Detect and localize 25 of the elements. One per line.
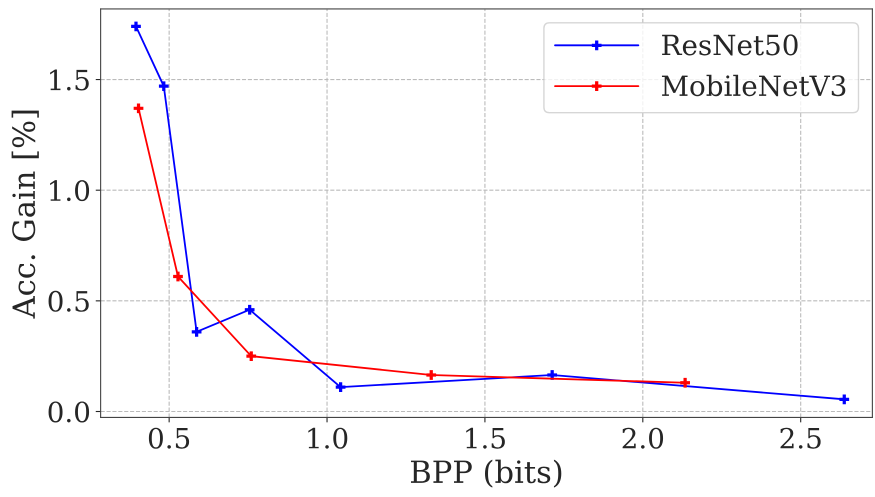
x-tick-label: 0.5: [148, 428, 190, 449]
point: [246, 351, 256, 362]
point: [839, 394, 850, 404]
x-tick-label: 2.0: [622, 428, 664, 449]
point: [426, 370, 436, 380]
legend-label: ResNet50: [662, 34, 798, 56]
y-tick-label: 0.5: [48, 290, 89, 312]
x-axis-title: BPP (bits): [410, 460, 562, 488]
y-tick-label: 1.0: [50, 180, 90, 202]
legend-label: MobileNetV3: [662, 74, 846, 96]
y-tick-label: 1.5: [50, 69, 89, 90]
point: [131, 22, 141, 32]
point: [244, 304, 255, 315]
y-axis-title: Acc. Gain [%]: [12, 110, 39, 319]
point: [680, 378, 690, 388]
y-tick-label: 0.0: [48, 401, 90, 422]
x-tick-label: 1.5: [466, 428, 505, 449]
point: [547, 370, 558, 380]
point: [336, 382, 346, 392]
x-tick-label: 1.0: [308, 428, 348, 449]
x-tick-label: 2.5: [780, 428, 821, 449]
point: [173, 272, 183, 282]
point: [134, 103, 144, 114]
point: [158, 81, 169, 92]
point: [192, 326, 202, 337]
